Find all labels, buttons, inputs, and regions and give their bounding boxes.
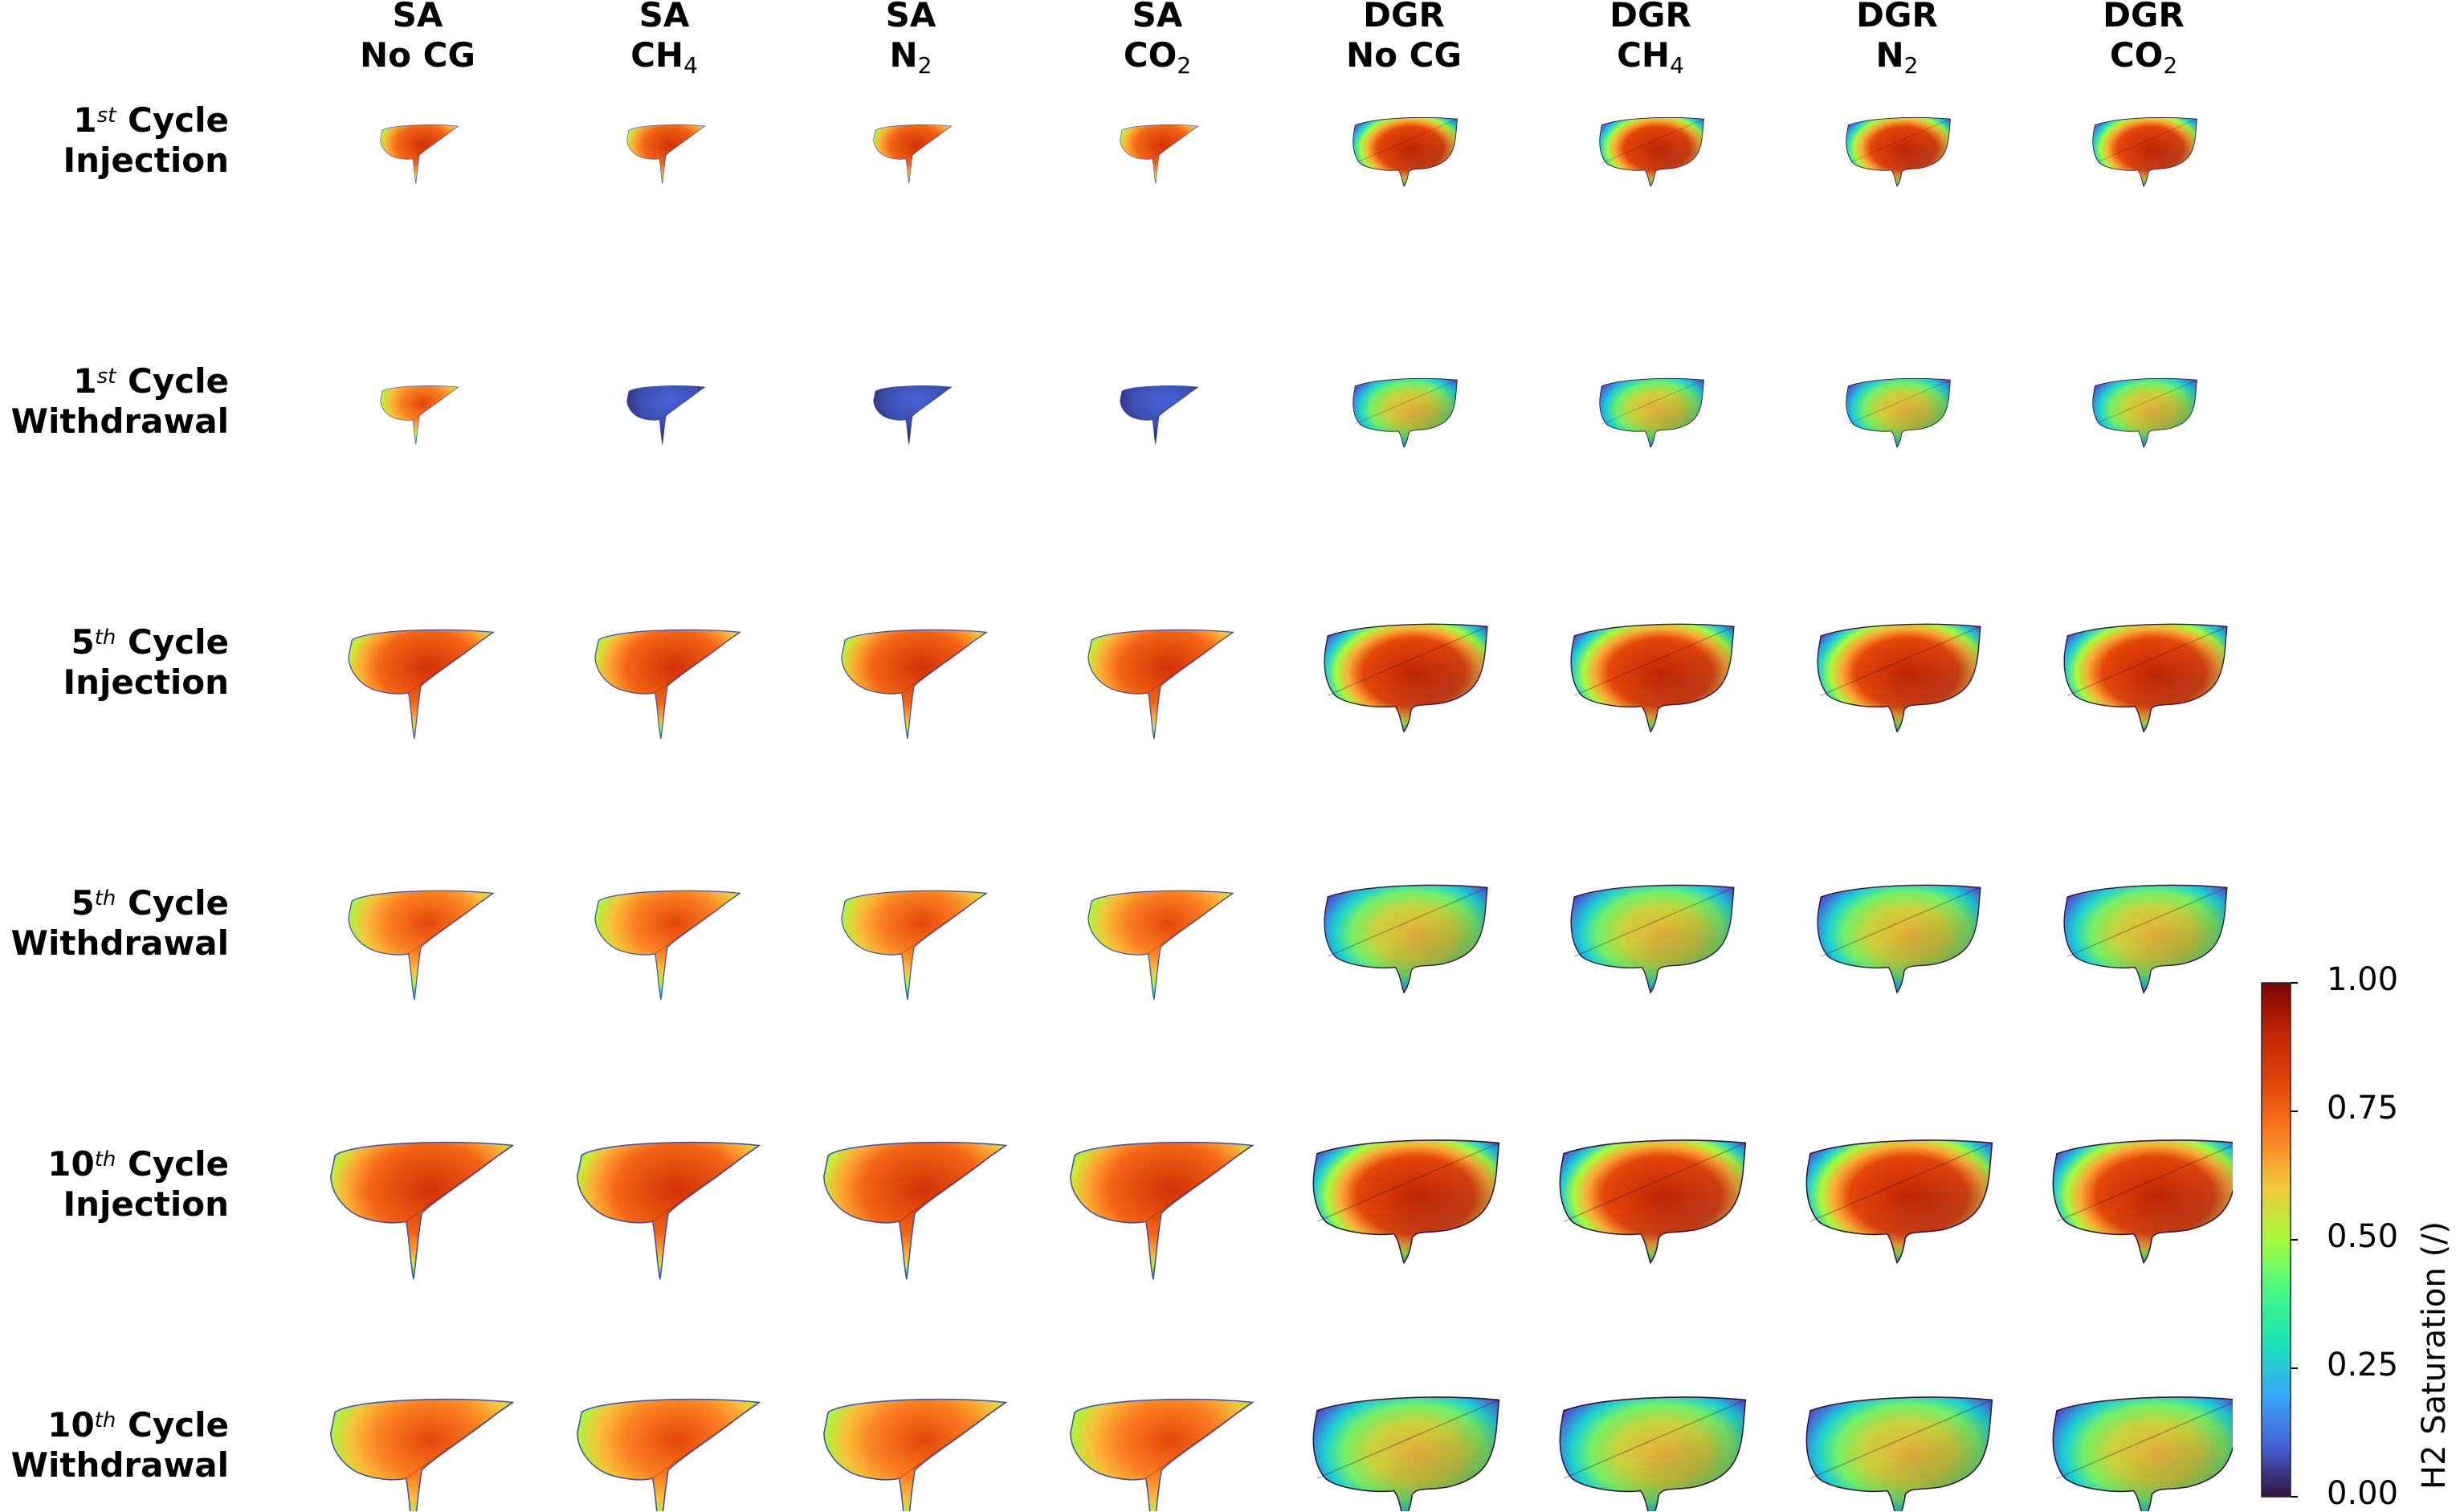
row-header-line1: 1st Cycle — [73, 100, 229, 140]
plume-sa-withdrawal — [348, 890, 495, 1001]
plume-sa-injection — [823, 1141, 1008, 1280]
column-header-line1: SA — [885, 0, 936, 35]
column-header-line2: CH4 — [1617, 35, 1684, 79]
plume-dgr-withdrawal — [1559, 1396, 1747, 1511]
row-header-line1: 5th Cycle — [71, 622, 229, 662]
plume-sa-injection — [577, 1141, 761, 1280]
plume-sa-withdrawal — [594, 890, 741, 1001]
column-header: SA N2 — [814, 0, 1007, 79]
plume-dgr-withdrawal — [1805, 1396, 1993, 1511]
plume-dgr-withdrawal — [2063, 884, 2228, 994]
plume-sa-injection — [873, 124, 953, 184]
plume-sa-injection — [380, 124, 459, 184]
plume-sa-withdrawal — [841, 890, 988, 1001]
row-header-line1: 10th Cycle — [47, 1144, 229, 1184]
plume-sa-injection — [594, 629, 741, 740]
column-header-line2: CH4 — [630, 35, 698, 79]
colorbar-tick-1: 1.00 — [2327, 961, 2399, 998]
plume-sa-withdrawal — [823, 1398, 1008, 1511]
plume-sa-injection — [1070, 1141, 1255, 1280]
row-header-line2: Withdrawal — [10, 1445, 229, 1485]
plume-dgr-injection — [2052, 1139, 2233, 1265]
column-header-line1: DGR — [1363, 0, 1445, 35]
column-header: SA No CG — [321, 0, 514, 75]
plume-sa-withdrawal — [873, 385, 953, 445]
plume-dgr-withdrawal — [1570, 884, 1735, 994]
column-header-line1: SA — [1132, 0, 1183, 35]
row-header-line2: Injection — [63, 1184, 229, 1224]
column-header-line1: SA — [392, 0, 443, 35]
colorbar-tick-025: 0.25 — [2327, 1347, 2399, 1384]
column-header-line2: N2 — [1875, 35, 1919, 79]
row-header-line2: Withdrawal — [10, 401, 229, 441]
plume-sa-withdrawal — [577, 1398, 761, 1511]
plume-dgr-injection — [2063, 623, 2228, 733]
plume-sa-withdrawal — [380, 385, 459, 445]
colorbar-tick-075: 0.75 — [2327, 1090, 2399, 1127]
column-header-line1: DGR — [1609, 0, 1691, 35]
row-header-line2: Injection — [63, 662, 229, 702]
column-header: DGR CO2 — [2047, 0, 2240, 79]
plume-dgr-injection — [1817, 623, 1981, 733]
plume-dgr-withdrawal — [1817, 884, 1981, 994]
column-header-line1: DGR — [2103, 0, 2185, 35]
plume-sa-injection — [841, 629, 988, 740]
column-header-line1: DGR — [1856, 0, 1938, 35]
column-header-line2: N2 — [889, 35, 932, 79]
plume-sa-withdrawal — [330, 1398, 515, 1511]
column-header-line2: No CG — [360, 35, 475, 75]
row-header: 5th Cycle Withdrawal — [0, 883, 229, 964]
column-header-line2: CO2 — [2109, 35, 2178, 79]
plume-dgr-injection — [1570, 623, 1735, 733]
row-header-line2: Injection — [63, 141, 229, 180]
plume-grid — [330, 116, 2233, 1511]
colorbar-tick-050: 0.50 — [2327, 1218, 2399, 1255]
plume-sa-withdrawal — [1087, 890, 1234, 1001]
column-header: DGR N2 — [1801, 0, 1993, 79]
plume-dgr-injection — [1312, 1139, 1500, 1265]
plume-dgr-injection — [1846, 116, 1951, 187]
plume-dgr-withdrawal — [2052, 1396, 2233, 1511]
column-header: SA CO2 — [1061, 0, 1254, 79]
colorbar-title: H2 Saturation (/) — [2416, 1221, 2453, 1490]
plume-dgr-injection — [1599, 116, 1704, 187]
plume-dgr-withdrawal — [1324, 884, 1488, 994]
row-header-line1: 5th Cycle — [71, 883, 229, 923]
row-header-line1: 1st Cycle — [73, 361, 229, 401]
plume-dgr-injection — [1805, 1139, 1993, 1265]
plume-dgr-withdrawal — [1599, 377, 1704, 448]
colorbar-ramp — [2261, 982, 2298, 1498]
plume-dgr-injection — [1559, 1139, 1747, 1265]
plume-sa-injection — [330, 1141, 515, 1280]
column-header-line2: CO2 — [1123, 35, 1192, 79]
plume-sa-withdrawal — [1120, 385, 1199, 445]
plume-dgr-injection — [1352, 116, 1458, 187]
row-header: 1st Cycle Injection — [0, 100, 229, 181]
column-header: SA CH4 — [568, 0, 761, 79]
plume-dgr-injection — [2092, 116, 2197, 187]
column-header: DGR CH4 — [1554, 0, 1747, 79]
column-header: DGR No CG — [1308, 0, 1500, 75]
row-header-line1: 10th Cycle — [47, 1405, 229, 1445]
row-header: 5th Cycle Injection — [0, 622, 229, 703]
row-header: 10th Cycle Withdrawal — [0, 1405, 229, 1486]
plume-dgr-withdrawal — [1352, 377, 1458, 448]
row-header: 10th Cycle Injection — [0, 1144, 229, 1225]
plume-dgr-withdrawal — [2092, 377, 2197, 448]
column-header-line1: SA — [638, 0, 690, 35]
plume-dgr-withdrawal — [1846, 377, 1951, 448]
colorbar-tick-0: 0.00 — [2327, 1475, 2399, 1512]
row-header: 1st Cycle Withdrawal — [0, 361, 229, 442]
plume-sa-injection — [348, 629, 495, 740]
plume-sa-withdrawal — [626, 385, 706, 445]
plume-dgr-injection — [1324, 623, 1488, 733]
column-header-line2: No CG — [1346, 35, 1462, 75]
plume-sa-withdrawal — [1070, 1398, 1255, 1511]
plume-sa-injection — [1087, 629, 1234, 740]
row-header-line2: Withdrawal — [10, 923, 229, 963]
plume-dgr-withdrawal — [1312, 1396, 1500, 1511]
plume-sa-injection — [626, 124, 706, 184]
plume-sa-injection — [1120, 124, 1199, 184]
